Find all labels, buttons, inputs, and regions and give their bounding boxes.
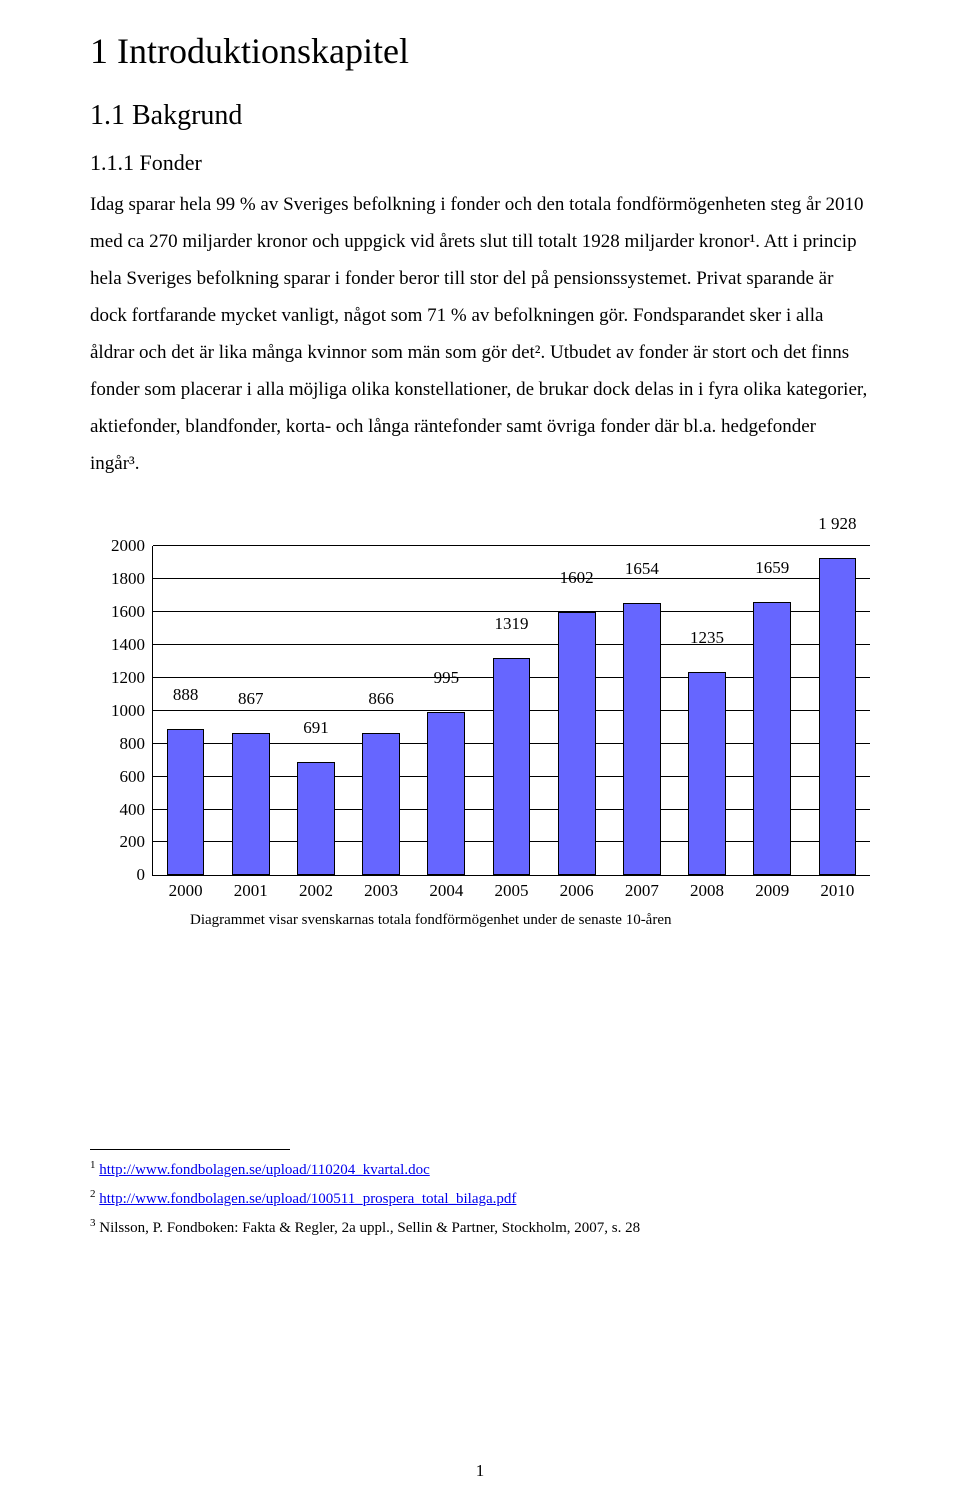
chart-x-tick: 2005	[495, 881, 529, 901]
chart-bar-label: 1659	[755, 558, 789, 580]
chapter-heading: 1 Introduktionskapitel	[90, 30, 870, 72]
chart-caption: Diagrammet visar svenskarnas totala fond…	[190, 912, 870, 929]
chart-y-tick: 1200	[91, 668, 145, 688]
chart-y-tick: 1000	[91, 701, 145, 721]
chart-bar-label: 1319	[495, 614, 529, 636]
footnote-2-link[interactable]: http://www.fondbolagen.se/upload/100511_…	[99, 1191, 516, 1207]
chart-x-tick: 2002	[299, 881, 333, 901]
footnote-3-text: Nilsson, P. Fondboken: Fakta & Regler, 2…	[96, 1220, 641, 1236]
chart-y-tick: 1400	[91, 635, 145, 655]
chart-x-tick: 2004	[429, 881, 463, 901]
chart-bar	[362, 733, 400, 875]
chart-y-tick: 400	[91, 800, 145, 820]
chart-bar	[427, 712, 465, 876]
chart-bar-label: 1235	[690, 628, 724, 650]
page-number: 1	[0, 1461, 960, 1481]
chart-x-tick: 2000	[169, 881, 203, 901]
chart-x-tick: 2010	[820, 881, 854, 901]
chart-bar	[297, 762, 335, 876]
chart-y-tick: 600	[91, 767, 145, 787]
bar-chart: 0 200 400 600 800 1000 1200 1400 1600 1800 2000 888…	[90, 546, 870, 906]
chart-y-tick: 800	[91, 734, 145, 754]
chart-x-tick: 2009	[755, 881, 789, 901]
footnote-2: 2 http://www.fondbolagen.se/upload/10051…	[90, 1185, 870, 1212]
section-heading: 1.1 Bakgrund	[90, 100, 870, 132]
footnotes: 1 http://www.fondbolagen.se/upload/11020…	[90, 1156, 870, 1240]
chart-bar	[623, 603, 661, 875]
footnote-2-number: 2	[90, 1188, 96, 1200]
footnote-separator	[90, 1149, 290, 1150]
subsection-heading: 1.1.1 Fonder	[90, 150, 870, 176]
chart-x-tick: 2003	[364, 881, 398, 901]
chart-x-tick: 2006	[560, 881, 594, 901]
chart-bar	[493, 658, 531, 875]
chart-bar-label: 867	[238, 689, 264, 711]
page: 1 Introduktionskapitel 1.1 Bakgrund 1.1.…	[0, 0, 960, 1499]
body-paragraph: Idag sparar hela 99 % av Sveriges befolk…	[90, 186, 870, 482]
chart-bar-label: 1602	[560, 568, 594, 590]
chart-x-tick: 2008	[690, 881, 724, 901]
chart-x-tick: 2007	[625, 881, 659, 901]
footnote-3: 3 Nilsson, P. Fondboken: Fakta & Regler,…	[90, 1214, 870, 1241]
footnote-1-number: 1	[90, 1159, 96, 1171]
chart-bar-label: 1 928	[818, 514, 856, 536]
chart-bar-label: 1654	[625, 559, 659, 581]
chart-plot-area: 0200400600800100012001400160018002000888…	[152, 546, 870, 876]
chart-gridline	[153, 545, 870, 546]
chart-bar-label: 995	[434, 668, 460, 690]
chart-bar	[819, 558, 857, 875]
chart-y-tick: 2000	[91, 536, 145, 556]
chart-bar	[558, 612, 596, 876]
chart-container: 0 200 400 600 800 1000 1200 1400 1600 1800 2000 888…	[90, 546, 870, 929]
chart-y-tick: 200	[91, 832, 145, 852]
chart-y-tick: 1600	[91, 602, 145, 622]
chart-y-tick: 0	[91, 865, 145, 885]
chart-bar	[167, 729, 205, 875]
footnote-1: 1 http://www.fondbolagen.se/upload/11020…	[90, 1156, 870, 1183]
chart-bar-label: 888	[173, 685, 199, 707]
chart-x-tick: 2001	[234, 881, 268, 901]
chart-bar-label: 866	[368, 689, 394, 711]
footnote-1-link[interactable]: http://www.fondbolagen.se/upload/110204_…	[99, 1162, 430, 1178]
chart-y-tick: 1800	[91, 569, 145, 589]
chart-bar-label: 691	[303, 718, 329, 740]
chart-bar	[688, 672, 726, 875]
chart-bar	[232, 733, 270, 876]
chart-bar	[753, 602, 791, 875]
